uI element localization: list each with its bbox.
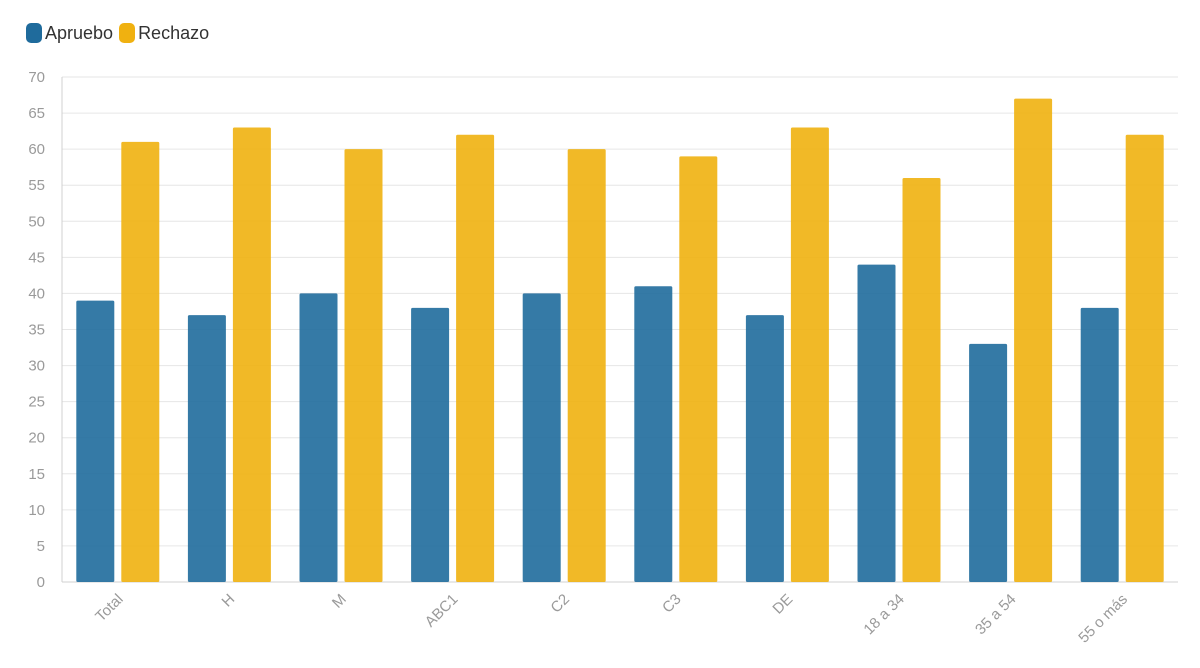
- bar-apruebo[interactable]: [76, 300, 115, 582]
- y-tick-label: 55: [28, 177, 45, 194]
- bar-rechazo[interactable]: [790, 127, 829, 583]
- bar-rechazo[interactable]: [121, 141, 160, 582]
- bar-rechazo[interactable]: [679, 156, 718, 582]
- bar-apruebo[interactable]: [411, 307, 450, 582]
- y-tick-label: 60: [28, 141, 45, 158]
- x-tick-label: M: [329, 591, 350, 612]
- bar-rechazo[interactable]: [902, 178, 941, 582]
- bar-rechazo[interactable]: [456, 134, 495, 582]
- bar-apruebo[interactable]: [1080, 307, 1119, 582]
- x-tick-label: 55 o más: [1075, 591, 1131, 647]
- y-tick-label: 0: [37, 574, 45, 591]
- y-tick-label: 20: [28, 430, 45, 447]
- legend-item-rechazo[interactable]: Rechazo: [119, 23, 209, 44]
- bar-apruebo[interactable]: [745, 315, 784, 582]
- x-tick-label: H: [219, 591, 239, 611]
- y-tick-label: 25: [28, 394, 45, 411]
- x-tick-label: ABC1: [422, 591, 462, 631]
- bar-apruebo[interactable]: [522, 293, 561, 582]
- chart-legend: Apruebo Rechazo: [26, 20, 209, 46]
- x-tick-label: 35 a 54: [972, 591, 1019, 638]
- y-tick-label: 15: [28, 466, 45, 483]
- y-tick-label: 70: [28, 69, 45, 86]
- y-tick-label: 50: [28, 213, 45, 230]
- x-tick-label: Total: [92, 591, 126, 625]
- bar-apruebo[interactable]: [857, 264, 896, 582]
- y-tick-label: 65: [28, 105, 45, 122]
- bar-apruebo[interactable]: [299, 293, 338, 582]
- y-tick-label: 30: [28, 358, 45, 375]
- x-tick-label: 18 a 34: [860, 591, 907, 638]
- legend-item-apruebo[interactable]: Apruebo: [26, 23, 113, 44]
- legend-label-rechazo: Rechazo: [138, 22, 210, 43]
- bar-rechazo[interactable]: [344, 149, 383, 582]
- bar-rechazo[interactable]: [1125, 134, 1164, 582]
- x-tick-label: C3: [659, 591, 685, 617]
- y-tick-label: 35: [28, 322, 45, 339]
- legend-swatch-rechazo: [119, 23, 136, 43]
- bar-apruebo[interactable]: [969, 343, 1008, 582]
- x-tick-label: DE: [769, 591, 796, 618]
- y-tick-label: 5: [37, 538, 45, 555]
- legend-swatch-apruebo: [26, 23, 42, 43]
- y-tick-label: 45: [28, 249, 45, 266]
- bar-apruebo[interactable]: [187, 315, 226, 582]
- legend-label-apruebo: Apruebo: [45, 22, 114, 43]
- bar-rechazo[interactable]: [1014, 98, 1053, 583]
- bar-rechazo[interactable]: [567, 149, 606, 582]
- y-tick-label: 10: [28, 502, 45, 519]
- bar-rechazo[interactable]: [232, 127, 271, 583]
- y-tick-label: 40: [28, 285, 45, 302]
- x-tick-label: C2: [547, 591, 573, 617]
- bar-apruebo[interactable]: [634, 286, 673, 582]
